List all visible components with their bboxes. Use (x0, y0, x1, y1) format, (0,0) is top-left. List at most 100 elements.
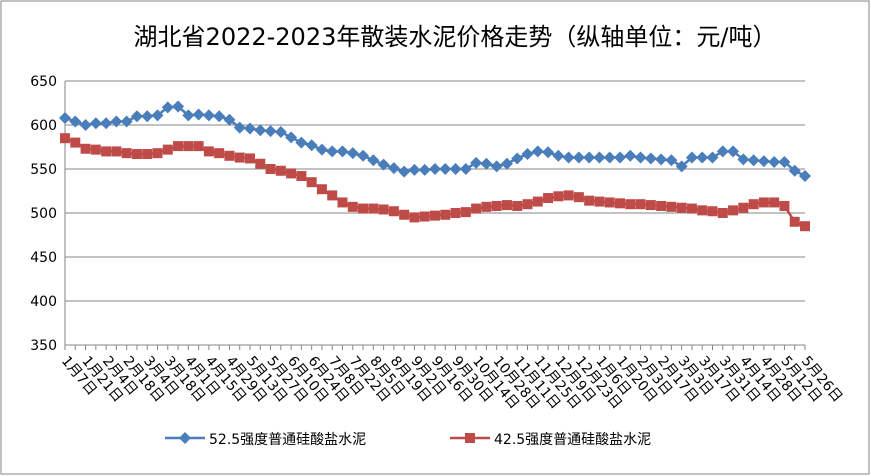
data-point (531, 145, 544, 158)
data-point (193, 141, 204, 152)
data-point (655, 153, 668, 166)
data-point (316, 184, 327, 195)
data-point (727, 145, 740, 158)
data-point (80, 143, 91, 154)
data-point (306, 177, 317, 188)
data-point (388, 206, 399, 217)
data-point (563, 190, 574, 201)
data-point (327, 190, 338, 201)
data-point (70, 137, 81, 148)
data-point (89, 117, 102, 130)
data-point (79, 119, 92, 131)
data-point (624, 149, 637, 162)
data-point (183, 141, 194, 152)
data-point (367, 154, 380, 167)
data-point (707, 206, 718, 217)
y-tick-label: 450 (30, 250, 57, 266)
data-point (245, 153, 255, 164)
data-point (747, 154, 760, 167)
data-point (142, 149, 153, 160)
data-point (562, 151, 575, 164)
data-point (501, 200, 512, 211)
data-point (788, 164, 801, 177)
data-point (213, 110, 226, 123)
data-point (398, 165, 411, 178)
data-point (471, 203, 482, 214)
data-point (254, 124, 267, 137)
data-point (778, 155, 791, 168)
data-point (470, 156, 483, 169)
data-point (358, 203, 369, 214)
data-point (593, 151, 606, 164)
data-point (162, 144, 173, 155)
data-point (521, 148, 534, 161)
data-point (265, 164, 276, 174)
data-point (111, 146, 122, 157)
data-point (173, 141, 184, 152)
data-point (604, 197, 615, 208)
data-point (449, 163, 462, 175)
data-point (60, 133, 70, 144)
data-point (573, 192, 584, 203)
data-point (315, 143, 328, 156)
data-point (295, 136, 308, 149)
data-point (480, 157, 493, 170)
legend-label: 52.5强度普通硅酸盐水泥 (209, 432, 366, 448)
data-point (408, 163, 421, 176)
data-point (399, 209, 410, 220)
data-point (161, 101, 174, 114)
data-point (738, 202, 749, 213)
data-point (532, 196, 543, 207)
data-point (182, 109, 195, 122)
data-point (716, 145, 729, 158)
data-point (378, 204, 389, 215)
data-point (151, 109, 164, 122)
data-point (465, 433, 475, 443)
legend-item: 52.5强度普通硅酸盐水泥 (165, 432, 366, 448)
data-point (233, 121, 246, 134)
data-point (594, 196, 605, 207)
data-point (203, 146, 214, 157)
y-tick-label: 400 (30, 294, 57, 310)
data-point (614, 151, 626, 164)
data-point (625, 199, 636, 210)
data-point (706, 151, 719, 164)
y-tick-label: 550 (30, 162, 57, 178)
data-point (490, 160, 503, 173)
data-point (676, 202, 687, 213)
data-point (500, 157, 513, 170)
data-point (789, 216, 800, 227)
data-point (285, 131, 298, 144)
data-point (645, 200, 656, 211)
y-tick-label: 600 (30, 118, 57, 134)
data-point (685, 151, 698, 164)
data-point (409, 212, 420, 223)
data-point (223, 113, 236, 126)
data-point (90, 144, 101, 155)
data-point (387, 162, 400, 175)
data-point (275, 165, 286, 176)
data-point (347, 201, 358, 212)
data-point (305, 139, 318, 152)
legend-label: 42.5强度普通硅酸盐水泥 (494, 432, 651, 448)
data-point (758, 197, 769, 208)
data-point (429, 163, 441, 175)
data-point (584, 195, 595, 206)
data-point (101, 146, 112, 157)
data-point (59, 111, 71, 124)
data-point (799, 170, 811, 183)
data-point (100, 117, 113, 130)
data-point (121, 148, 132, 159)
y-tick-label: 500 (30, 206, 57, 222)
data-point (459, 163, 472, 175)
data-point (686, 203, 697, 214)
data-point (697, 205, 708, 216)
data-point (511, 152, 524, 165)
data-point (717, 208, 728, 218)
data-point (130, 110, 143, 123)
data-point (460, 207, 471, 218)
data-point (779, 200, 790, 211)
data-point (419, 211, 430, 222)
data-point (296, 171, 307, 182)
data-point (120, 115, 133, 128)
